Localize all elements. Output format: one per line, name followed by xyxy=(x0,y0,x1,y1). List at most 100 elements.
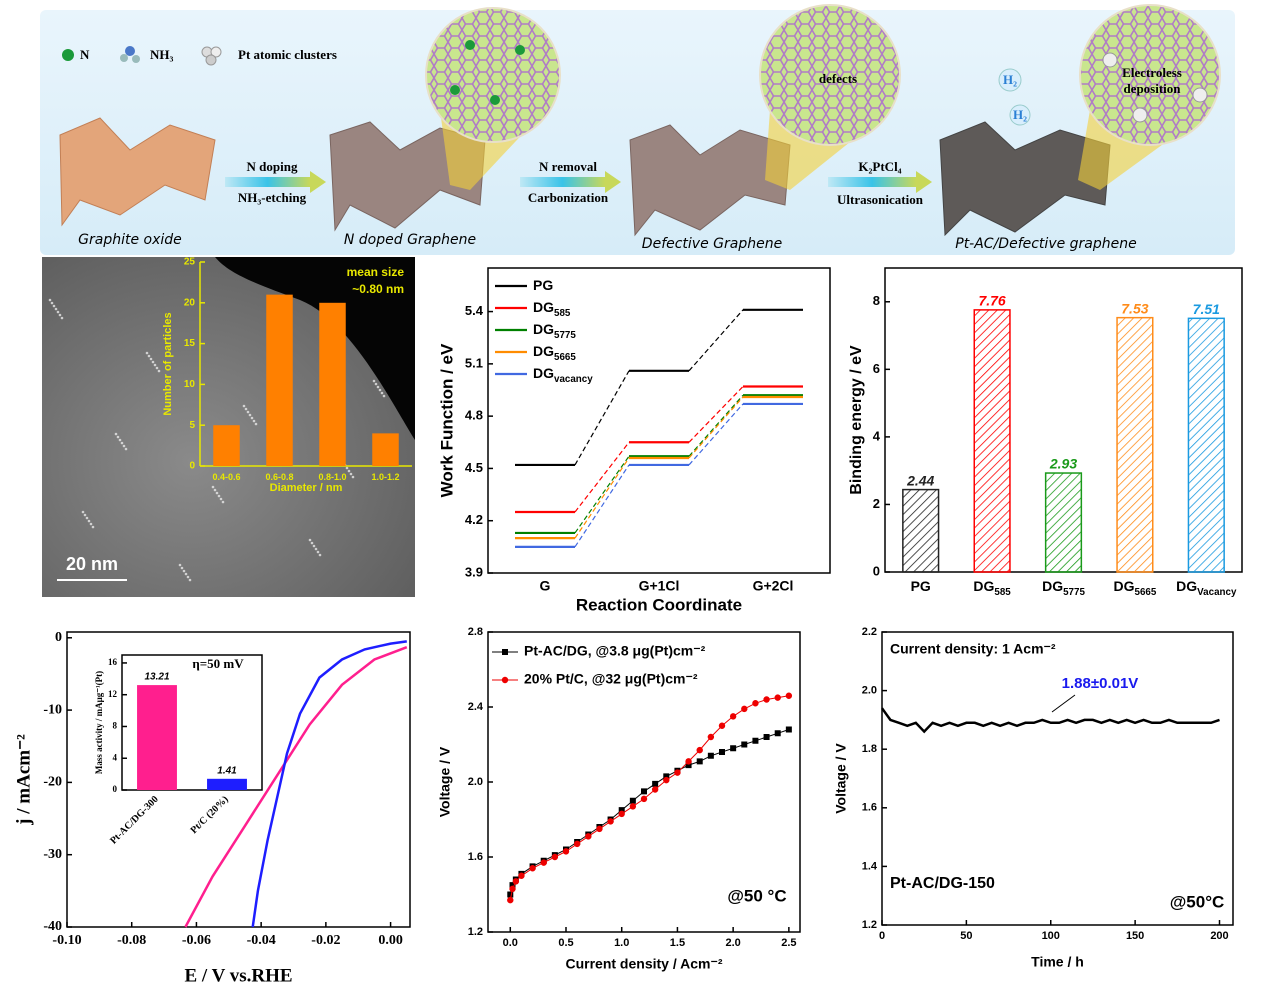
pt-cluster xyxy=(1192,87,1208,103)
defects-label: defects xyxy=(819,71,857,86)
x-tick-label: Pt/C (20%) xyxy=(189,794,231,836)
subscript: 5665 xyxy=(1135,587,1157,598)
stage-label: Pt-AC/Defective graphene xyxy=(955,236,1137,252)
x-tick-label: 1.5 xyxy=(670,937,685,949)
tem-dot xyxy=(184,572,188,576)
x-tick-label: DG5665 xyxy=(1114,578,1157,598)
n-icon xyxy=(62,49,74,61)
data-label: 1.41 xyxy=(217,765,237,776)
x-tick-label: DGVacancy xyxy=(1176,578,1237,598)
marker xyxy=(518,872,525,879)
x-tick-label: 0.5 xyxy=(558,937,573,949)
marker xyxy=(774,694,781,701)
tem-dot xyxy=(114,432,118,436)
tem-dot xyxy=(347,469,351,473)
tem-dot xyxy=(182,569,186,573)
n-atom xyxy=(450,85,460,95)
annotation: @50°C xyxy=(1170,892,1225,911)
tem-dot xyxy=(314,547,318,551)
tem-dot xyxy=(87,519,91,523)
n-atom xyxy=(515,45,525,55)
legend-label: DGvacancy xyxy=(533,365,593,385)
y-tick-label: 5.1 xyxy=(465,355,483,370)
marker xyxy=(573,840,581,848)
marker xyxy=(629,797,636,804)
step-label: K₂PtCl₄ xyxy=(858,159,901,174)
tem-dot xyxy=(56,310,60,314)
marker xyxy=(651,786,659,793)
tem-dot xyxy=(382,394,386,398)
legend-label: N xyxy=(80,47,90,62)
annotation: mean size xyxy=(347,265,405,279)
marker xyxy=(674,769,681,776)
marker xyxy=(640,795,648,803)
tem-dot xyxy=(374,382,378,386)
y-axis-label: Voltage / V xyxy=(437,746,453,817)
marker xyxy=(663,773,670,780)
zoom-circle xyxy=(759,4,901,146)
marker xyxy=(540,859,547,866)
pt-cluster xyxy=(1132,107,1148,123)
connector xyxy=(688,309,744,372)
tem-dot xyxy=(221,500,225,504)
x-tick-label: 0 xyxy=(879,930,885,942)
process-arrow xyxy=(605,171,621,193)
text-part: DG xyxy=(533,343,554,359)
n-atom xyxy=(490,95,500,105)
legend-label: DG5775 xyxy=(533,321,576,341)
x-tick-label: 2.0 xyxy=(725,937,740,949)
y-tick-label: 4.2 xyxy=(465,512,483,527)
text-part: DG xyxy=(1176,578,1197,594)
y-tick-label: 3.9 xyxy=(465,564,483,579)
marker xyxy=(707,752,714,759)
pt-icon xyxy=(210,46,222,58)
tem-dot xyxy=(318,553,322,557)
text-part: PG xyxy=(533,277,553,293)
y-axis-label: Mass activity / mAμg⁻¹(Pt) xyxy=(94,671,104,774)
marker xyxy=(529,865,536,872)
data-label: 7.51 xyxy=(1193,301,1220,317)
tem-dot xyxy=(52,304,56,308)
nh3-icon xyxy=(125,46,135,56)
zoom-circle xyxy=(425,7,561,143)
bar xyxy=(1116,316,1154,573)
tem-dot xyxy=(246,410,250,414)
tem-dot xyxy=(153,363,157,367)
tem-dot xyxy=(213,488,217,492)
x-tick-label: 150 xyxy=(1126,930,1144,942)
deposition-label: Electroless xyxy=(1122,65,1182,80)
tem-dot xyxy=(316,550,320,554)
y-tick-label: 0 xyxy=(189,461,195,472)
marker xyxy=(785,692,793,699)
tem-vacuum xyxy=(215,257,415,440)
y-tick-label: -30 xyxy=(43,847,62,862)
connector xyxy=(574,370,630,466)
bar xyxy=(207,778,247,790)
tem-dot xyxy=(180,566,184,570)
process-arrow xyxy=(225,177,310,187)
subscript: vacancy xyxy=(554,374,593,385)
annotation: @50 °C xyxy=(727,886,786,905)
y-tick-label: 1.6 xyxy=(862,802,877,814)
scale-bar-label: 20 nm xyxy=(66,554,118,574)
series-line xyxy=(509,729,790,895)
bar xyxy=(1187,317,1225,573)
y-tick-label: 5.4 xyxy=(465,303,484,318)
data-label: 7.53 xyxy=(1121,300,1148,316)
nh3-icon xyxy=(132,55,140,63)
plot-frame xyxy=(881,631,1234,926)
series-line xyxy=(184,646,408,928)
y-tick-label: 2.0 xyxy=(862,685,877,697)
graphene-sheet xyxy=(939,121,1111,237)
stage-label: N doped Graphene xyxy=(344,232,476,248)
x-axis-label: E / V vs.RHE xyxy=(184,965,292,986)
tem-dot xyxy=(244,407,248,411)
tem-dot xyxy=(349,472,353,476)
process-arrow xyxy=(828,177,916,187)
y-tick-label: 2.2 xyxy=(862,626,877,638)
tem-dot xyxy=(124,447,128,451)
y-tick-label: 1.6 xyxy=(468,851,483,863)
connector xyxy=(574,464,630,548)
marker xyxy=(719,749,725,755)
tem-dot xyxy=(149,357,153,361)
